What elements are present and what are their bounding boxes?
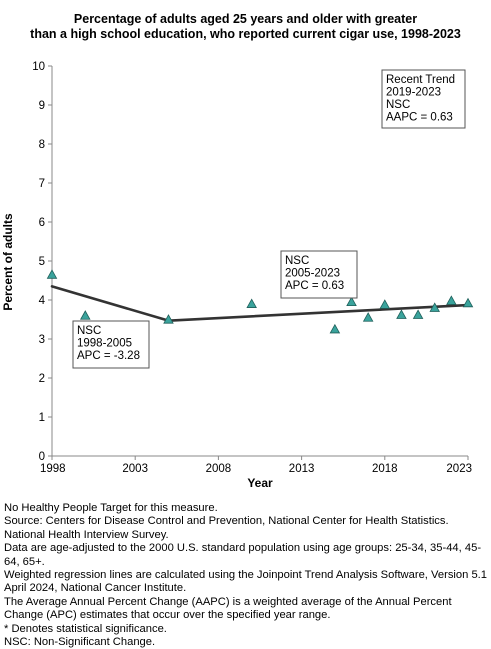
y-tick-label: 4: [39, 295, 46, 307]
data-point: [163, 314, 174, 324]
footnote-line: Source: Centers for Disease Control and …: [4, 515, 449, 541]
chart-plot: 0 1 2 3 4 5 6 7 8 9 10 1998 2003 2008 2013 2018 2023 NSC…: [1, 61, 474, 490]
y-tick-label: 5: [39, 256, 45, 268]
annotation-text: NSC: [386, 99, 410, 111]
annotation-text: APC = 0.63: [285, 280, 344, 292]
data-point: [412, 309, 424, 319]
trend-line-segment: [50, 285, 170, 322]
data-point: [462, 297, 474, 308]
footnote-line: The Average Annual Percent Change (AAPC)…: [4, 595, 452, 622]
annotation-frame: [72, 320, 150, 369]
footnote-line: Weighted regression lines are calculated…: [4, 569, 487, 595]
y-tick-label: 6: [39, 217, 45, 229]
y-tick-label: 9: [39, 100, 45, 112]
annotation-frame: [381, 69, 466, 129]
data-point: [446, 295, 457, 305]
data-point: [429, 302, 440, 312]
chart-title: Percentage of adults aged 25 years and o…: [0, 12, 491, 42]
data-point: [46, 269, 58, 279]
footnote-line: No Healthy People Target for this measur…: [4, 502, 218, 514]
data-point: [329, 323, 341, 334]
annotation-text: 2005-2023: [285, 268, 340, 280]
annotation-text: NSC: [77, 325, 101, 337]
x-axis-label: Year: [247, 476, 273, 490]
annotation-text: APC = -3.28: [77, 350, 140, 362]
x-tick-label: 2003: [122, 463, 148, 475]
y-tick-label: 8: [39, 139, 45, 151]
y-tick-label: 10: [32, 61, 45, 73]
chart-title-line-1: Percentage of adults aged 25 years and o…: [73, 12, 418, 26]
trend-line-segment: [167, 303, 470, 322]
annotation-text: 1998-2005: [77, 338, 132, 350]
data-point: [80, 310, 91, 320]
chart-title-line-2: than a high school education, who report…: [30, 27, 461, 41]
footnote-line: NSC: Non-Significant Change.: [4, 636, 156, 649]
annotation-text: Recent Trend: [386, 74, 455, 86]
y-tick-label: 0: [39, 451, 45, 463]
annotation-text: 2019-2023: [386, 87, 441, 99]
x-tick-label: 2013: [289, 463, 315, 475]
x-tick-label: 2018: [372, 463, 398, 475]
footnotes: No Healthy People Target for this measur…: [4, 502, 488, 649]
annotation-frame: [280, 250, 358, 299]
x-tick-label: 2008: [206, 463, 232, 475]
x-tick-label: 2023: [446, 463, 472, 475]
data-point: [379, 299, 391, 309]
y-tick-label: 3: [39, 334, 45, 346]
data-point: [246, 298, 257, 308]
data-point: [396, 309, 407, 319]
y-axis-label: Percent of adults: [1, 213, 15, 311]
y-tick-label: 7: [39, 178, 45, 190]
footnote-line: * Denotes statistical significance.: [4, 622, 167, 635]
annotation-text: NSC: [285, 255, 309, 267]
data-point: [346, 296, 357, 307]
x-tick-label: 1998: [40, 463, 66, 475]
footnote-line: Data are age-adjusted to the 2000 U.S. s…: [4, 542, 482, 568]
annotation-text: AAPC = 0.63: [386, 112, 453, 124]
y-tick-label: 2: [39, 373, 45, 385]
y-tick-label: 1: [39, 412, 45, 424]
data-point: [362, 312, 374, 322]
